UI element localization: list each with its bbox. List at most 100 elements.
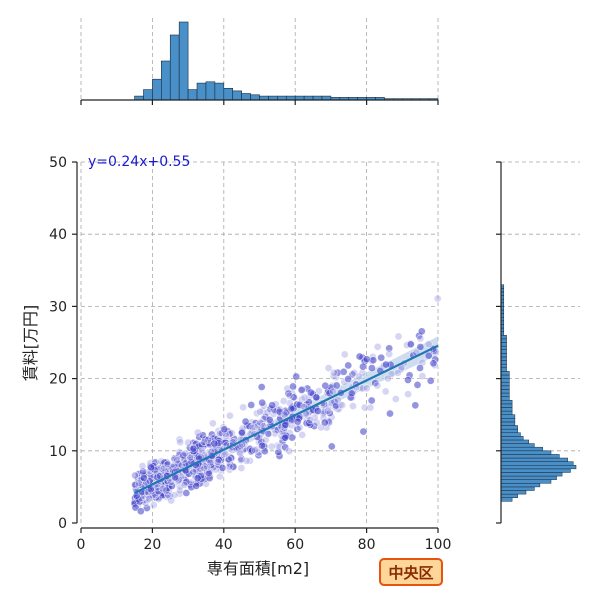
y-hist-bar bbox=[500, 418, 516, 423]
x-tick-label: 100 bbox=[425, 537, 452, 553]
y-hist-bar bbox=[500, 335, 507, 340]
scatter-point bbox=[193, 474, 202, 483]
scatter-point bbox=[263, 408, 272, 417]
scatter-point bbox=[310, 413, 319, 422]
scatter-point bbox=[404, 390, 412, 399]
y-tick-label: 20 bbox=[49, 372, 67, 388]
scatter-point bbox=[280, 410, 289, 419]
scatter-point bbox=[373, 342, 382, 351]
scatter-point bbox=[287, 404, 296, 413]
y-hist-bar bbox=[500, 345, 507, 350]
scatter-point bbox=[293, 417, 302, 426]
scatter-point bbox=[332, 381, 341, 390]
y-hist-bar bbox=[500, 392, 510, 397]
y-hist-bar bbox=[500, 374, 510, 379]
scatter-point bbox=[330, 368, 338, 377]
scatter-point bbox=[362, 355, 371, 364]
scatter-point bbox=[250, 446, 259, 455]
scatter-point bbox=[200, 438, 208, 446]
y-hist-bar bbox=[500, 421, 516, 426]
scatter-point bbox=[167, 496, 176, 505]
scatter-point bbox=[181, 449, 190, 458]
main-axes: 0 20 40 60 80 100 0 10 20 30 40 50 bbox=[49, 155, 451, 553]
scatter-point bbox=[416, 364, 424, 372]
y-hist-bar bbox=[500, 450, 552, 455]
scatter-point bbox=[270, 429, 279, 438]
scatter-point bbox=[236, 442, 245, 451]
y-hist-bar bbox=[500, 425, 518, 430]
scatter-point bbox=[184, 438, 193, 447]
scatter-point bbox=[298, 430, 307, 439]
x-tick-label: 0 bbox=[77, 537, 86, 553]
scatter-point bbox=[386, 409, 394, 418]
area-badge: 中央区 bbox=[379, 558, 443, 586]
scatter-point bbox=[247, 401, 256, 409]
scatter-point bbox=[355, 352, 364, 361]
y-hist-bar bbox=[500, 356, 507, 361]
y-hist-bar bbox=[500, 367, 507, 372]
scatter-point bbox=[359, 427, 368, 436]
scatter-points bbox=[130, 294, 442, 516]
scatter-point bbox=[186, 453, 195, 462]
scatter-point bbox=[236, 449, 245, 458]
x-hist-bar bbox=[196, 82, 207, 101]
scatter-point bbox=[381, 387, 390, 396]
scatter-point bbox=[333, 395, 342, 404]
scatter-point bbox=[321, 381, 330, 390]
y-hist-bar bbox=[500, 385, 510, 390]
y-hist-bar bbox=[500, 446, 543, 452]
badge-label: 中央区 bbox=[388, 564, 433, 582]
scatter-point bbox=[242, 456, 251, 465]
scatter-point bbox=[373, 381, 382, 390]
scatter-point bbox=[279, 397, 288, 405]
scatter-point bbox=[418, 372, 427, 380]
scatter-point bbox=[281, 443, 290, 452]
y-hist-bar bbox=[500, 468, 571, 473]
scatter-point bbox=[237, 464, 246, 472]
scatter-point bbox=[221, 449, 230, 458]
scatter-point bbox=[268, 401, 277, 410]
scatter-point bbox=[413, 380, 422, 389]
scatter-point bbox=[241, 417, 250, 426]
scatter-point bbox=[377, 353, 386, 362]
regression-line-path bbox=[134, 344, 439, 495]
scatter-point bbox=[385, 344, 394, 353]
scatter-point bbox=[359, 362, 367, 371]
scatter-point bbox=[416, 334, 425, 343]
scatter-point bbox=[300, 393, 309, 402]
scatter-point bbox=[424, 351, 433, 360]
scatter-point bbox=[426, 376, 435, 385]
scatter-point bbox=[306, 388, 315, 397]
scatter-point bbox=[256, 407, 264, 416]
scatter-point bbox=[200, 464, 209, 473]
scatter-point bbox=[131, 503, 140, 512]
x-axis-title: 専有面積[m2] bbox=[207, 559, 309, 578]
scatter-point bbox=[411, 401, 420, 410]
y-hist-bar bbox=[500, 381, 510, 387]
x-tick-label: 60 bbox=[286, 537, 304, 553]
y-tick-label: 50 bbox=[49, 155, 67, 171]
x-hist-bar bbox=[223, 88, 234, 101]
scatter-point bbox=[369, 356, 378, 365]
y-hist-bar bbox=[500, 464, 577, 470]
y-hist-bar bbox=[500, 410, 513, 415]
scatter-point bbox=[367, 364, 376, 372]
scatter-point bbox=[131, 471, 139, 480]
scatter-point bbox=[354, 372, 363, 381]
scatter-point bbox=[158, 484, 167, 493]
scatter-point bbox=[320, 418, 329, 427]
scatter-point bbox=[258, 441, 266, 450]
scatter-point bbox=[220, 425, 229, 434]
y-hist-bar bbox=[500, 407, 513, 412]
scatter-point bbox=[154, 487, 163, 496]
scatter-point bbox=[193, 428, 202, 437]
y-hist-bar bbox=[500, 472, 563, 477]
scatter-point bbox=[367, 396, 376, 405]
scatter-point bbox=[339, 367, 348, 376]
y-hist-bar bbox=[500, 363, 507, 369]
y-hist-bar bbox=[500, 439, 530, 444]
y-hist-bar bbox=[500, 490, 527, 495]
scatter-point bbox=[265, 415, 274, 424]
scatter-point bbox=[382, 360, 390, 369]
x-hist-bar bbox=[232, 90, 242, 101]
